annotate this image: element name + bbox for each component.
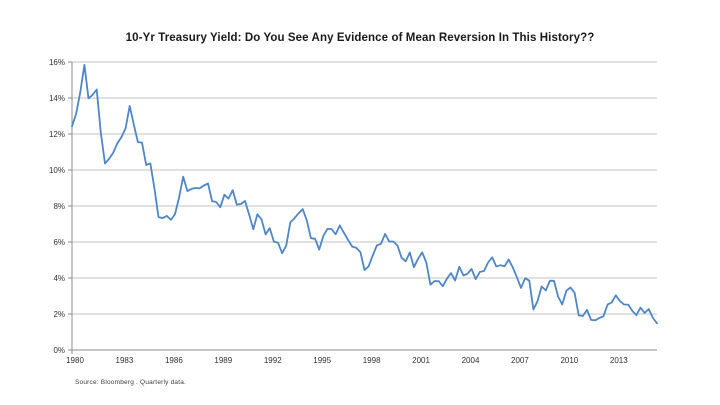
x-tick-label: 1995 [313,356,331,365]
y-tick-label: 12% [49,130,65,139]
treasury-yield-line [71,64,658,325]
x-tick-label: 2013 [610,356,628,365]
x-tick-label: 1986 [165,356,183,365]
x-tick-label: 1983 [116,356,134,365]
x-tick-label: 1992 [264,356,282,365]
x-tick-label: 2007 [511,356,529,365]
y-tick-label: 0% [53,346,65,355]
x-tick-label: 2001 [412,356,430,365]
chart-title: 10-Yr Treasury Yield: Do You See Any Evi… [125,32,595,44]
y-tick-label: 10% [49,166,65,175]
x-tick-label: 2010 [560,356,578,365]
y-tick-label: 4% [53,274,65,283]
y-tick-label: 14% [49,94,65,103]
x-tick-label: 1980 [66,356,84,365]
y-tick-label: 2% [53,310,65,319]
source-note: Source: Bloomberg . Quarterly data. [75,379,187,386]
x-tick-label: 1989 [214,356,232,365]
x-tick-label: 1998 [363,356,381,365]
y-tick-label: 16% [49,58,65,67]
x-tick-label: 2004 [462,356,480,365]
y-tick-label: 6% [53,238,65,247]
y-tick-label: 8% [53,202,65,211]
